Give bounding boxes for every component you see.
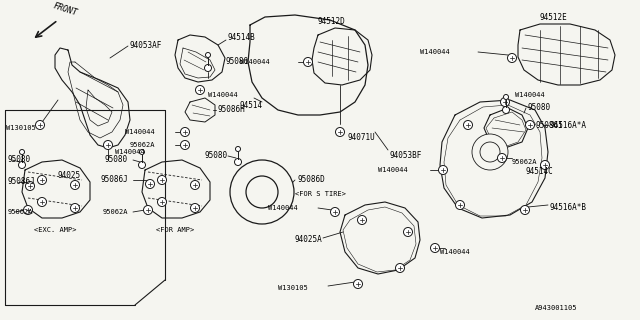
Text: 94516A*A: 94516A*A xyxy=(550,121,587,130)
Text: W140044: W140044 xyxy=(115,149,145,155)
Circle shape xyxy=(541,161,550,170)
Text: W130105: W130105 xyxy=(6,125,36,131)
Circle shape xyxy=(143,205,152,214)
Circle shape xyxy=(472,134,508,170)
Text: 94025: 94025 xyxy=(58,171,81,180)
Circle shape xyxy=(335,127,344,137)
Text: 95086D: 95086D xyxy=(298,175,326,185)
Text: 94512E: 94512E xyxy=(540,13,568,22)
Text: 95080: 95080 xyxy=(528,103,551,113)
Circle shape xyxy=(504,94,509,100)
Circle shape xyxy=(24,205,33,214)
Circle shape xyxy=(431,244,440,252)
Text: 94025A: 94025A xyxy=(294,236,322,244)
Text: 95086I: 95086I xyxy=(535,121,563,130)
Text: 95080: 95080 xyxy=(225,58,248,67)
Text: A943001105: A943001105 xyxy=(535,305,577,311)
Text: 95080: 95080 xyxy=(105,156,128,164)
Circle shape xyxy=(140,149,145,155)
Circle shape xyxy=(330,207,339,217)
Circle shape xyxy=(230,160,294,224)
Text: 95086J: 95086J xyxy=(100,175,128,185)
Text: 95086H: 95086H xyxy=(218,106,246,115)
Text: W140044: W140044 xyxy=(378,167,408,173)
Circle shape xyxy=(19,162,26,169)
Circle shape xyxy=(145,180,154,188)
Circle shape xyxy=(195,85,205,94)
Circle shape xyxy=(358,215,367,225)
Circle shape xyxy=(70,204,79,212)
Circle shape xyxy=(35,121,45,130)
Circle shape xyxy=(480,142,500,162)
Circle shape xyxy=(525,121,534,130)
Text: FRONT: FRONT xyxy=(52,2,79,18)
Text: <FOR AMP>: <FOR AMP> xyxy=(156,227,194,233)
Circle shape xyxy=(26,181,35,190)
Text: 95062A: 95062A xyxy=(8,209,33,215)
Circle shape xyxy=(396,263,404,273)
Circle shape xyxy=(205,65,211,71)
Circle shape xyxy=(463,121,472,130)
Text: 95086J: 95086J xyxy=(8,178,36,187)
Circle shape xyxy=(191,204,200,212)
Circle shape xyxy=(500,98,509,107)
Circle shape xyxy=(205,52,211,58)
Text: 95062A: 95062A xyxy=(102,209,128,215)
Circle shape xyxy=(508,53,516,62)
Circle shape xyxy=(403,228,413,236)
Circle shape xyxy=(180,127,189,137)
Circle shape xyxy=(38,175,47,185)
Circle shape xyxy=(303,58,312,67)
Circle shape xyxy=(456,201,465,210)
Circle shape xyxy=(520,205,529,214)
Circle shape xyxy=(38,197,47,206)
Text: W140044: W140044 xyxy=(515,92,545,98)
Text: W140044: W140044 xyxy=(208,92,237,98)
Text: 95062A: 95062A xyxy=(129,142,155,148)
Circle shape xyxy=(497,154,506,163)
Text: W140044: W140044 xyxy=(125,129,155,135)
Circle shape xyxy=(180,140,189,149)
Circle shape xyxy=(502,107,509,114)
Circle shape xyxy=(353,279,362,289)
Circle shape xyxy=(138,162,145,169)
Text: W140044: W140044 xyxy=(420,49,450,55)
Circle shape xyxy=(157,197,166,206)
Text: W140044: W140044 xyxy=(268,205,298,211)
Text: 94514C: 94514C xyxy=(525,167,553,177)
Text: W140044: W140044 xyxy=(240,59,270,65)
Text: 95080: 95080 xyxy=(205,151,228,161)
Circle shape xyxy=(236,147,241,151)
Text: 94053BF: 94053BF xyxy=(390,150,422,159)
Text: 95062A: 95062A xyxy=(512,159,538,165)
Text: <FOR S TIRE>: <FOR S TIRE> xyxy=(295,191,346,197)
Text: 94512D: 94512D xyxy=(318,18,346,27)
Text: 94514: 94514 xyxy=(240,100,263,109)
Text: W140044: W140044 xyxy=(440,249,470,255)
Circle shape xyxy=(70,180,79,189)
Circle shape xyxy=(157,175,166,185)
Circle shape xyxy=(104,140,113,149)
Text: <EXC. AMP>: <EXC. AMP> xyxy=(34,227,76,233)
Text: 94071U: 94071U xyxy=(348,133,376,142)
Text: 94514B: 94514B xyxy=(228,34,256,43)
Text: 94053AF: 94053AF xyxy=(130,42,163,51)
Text: W130105: W130105 xyxy=(278,285,308,291)
Text: 94516A*B: 94516A*B xyxy=(550,204,587,212)
Circle shape xyxy=(234,158,241,165)
Circle shape xyxy=(438,165,447,174)
Circle shape xyxy=(191,180,200,189)
Text: 95080: 95080 xyxy=(8,156,31,164)
Circle shape xyxy=(19,149,24,155)
Circle shape xyxy=(246,176,278,208)
